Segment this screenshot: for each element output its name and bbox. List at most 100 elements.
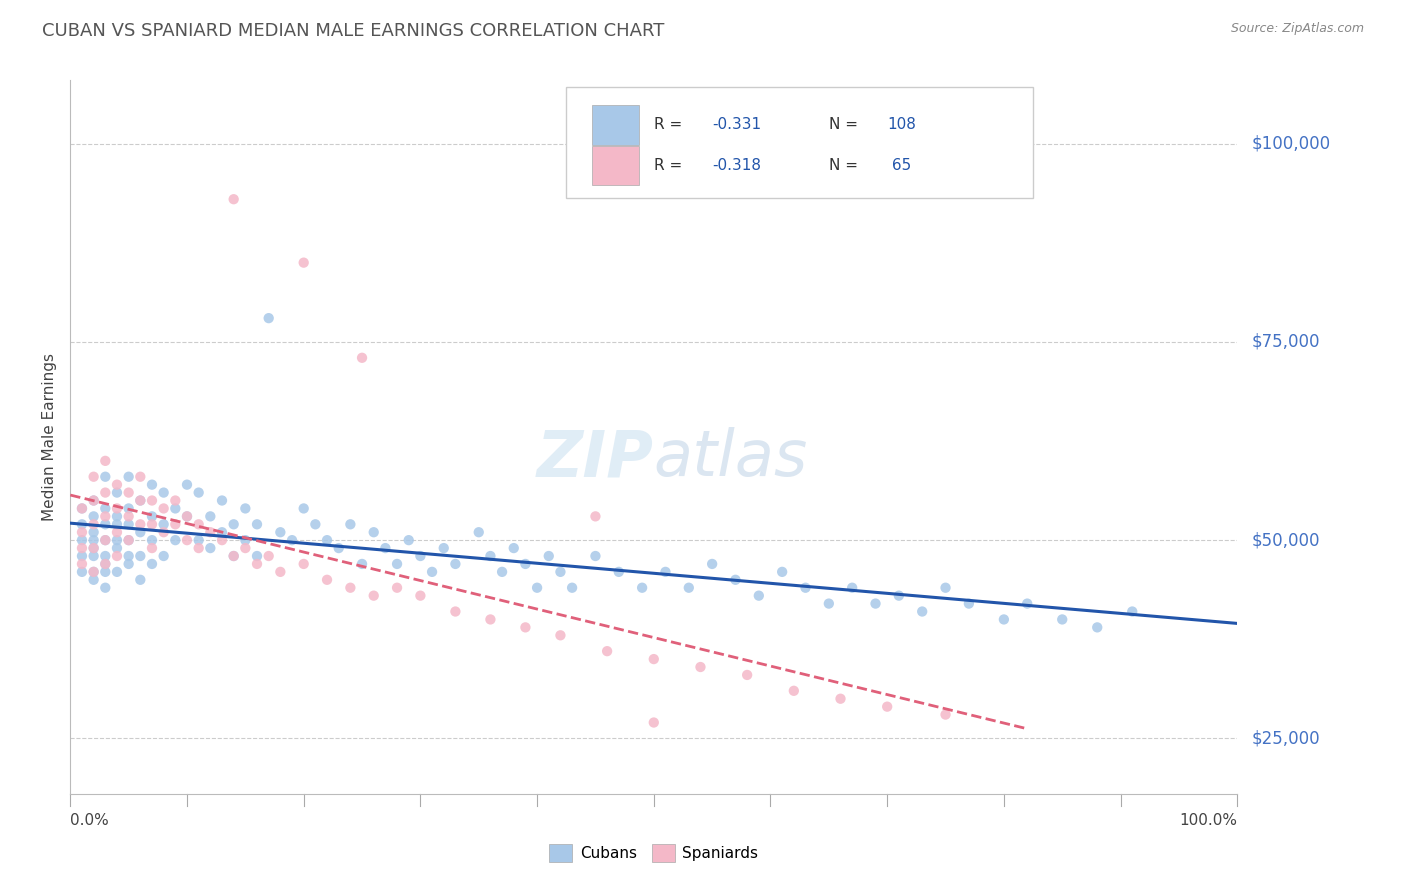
FancyBboxPatch shape	[592, 105, 638, 145]
Point	[129, 469, 152, 483]
Point	[94, 549, 117, 563]
FancyBboxPatch shape	[592, 146, 638, 186]
Point	[94, 533, 117, 548]
Point	[94, 517, 117, 532]
Point	[141, 533, 163, 548]
Point	[70, 501, 93, 516]
Point	[152, 501, 174, 516]
Point	[585, 549, 607, 563]
Point	[526, 581, 548, 595]
Point	[269, 525, 291, 540]
Text: $100,000: $100,000	[1251, 135, 1330, 153]
Point	[233, 533, 256, 548]
Point	[94, 581, 117, 595]
Point	[187, 485, 209, 500]
Point	[957, 597, 980, 611]
Point	[304, 517, 326, 532]
Point	[70, 517, 93, 532]
Text: 108: 108	[887, 117, 917, 132]
Point	[233, 541, 256, 555]
Point	[94, 501, 117, 516]
Point	[1017, 597, 1039, 611]
Point	[118, 517, 141, 532]
Point	[70, 565, 93, 579]
Legend: Cubans, Spaniards: Cubans, Spaniards	[543, 838, 765, 868]
Point	[876, 699, 898, 714]
Text: 0.0%: 0.0%	[70, 814, 110, 828]
Point	[94, 469, 117, 483]
Text: R =: R =	[654, 158, 688, 173]
Point	[607, 565, 630, 579]
Point	[83, 565, 105, 579]
Point	[83, 565, 105, 579]
Point	[374, 541, 396, 555]
Point	[187, 541, 209, 555]
Point	[94, 557, 117, 571]
Point	[200, 525, 222, 540]
Point	[152, 525, 174, 540]
Point	[141, 517, 163, 532]
Point	[398, 533, 420, 548]
Point	[409, 549, 432, 563]
Point	[70, 549, 93, 563]
Text: $50,000: $50,000	[1251, 531, 1320, 549]
Point	[631, 581, 654, 595]
Point	[491, 565, 513, 579]
Point	[118, 557, 141, 571]
Point	[70, 501, 93, 516]
Point	[105, 565, 128, 579]
Point	[94, 454, 117, 468]
Text: ZIP: ZIP	[537, 427, 654, 490]
Point	[1050, 612, 1074, 626]
Point	[152, 549, 174, 563]
Point	[585, 509, 607, 524]
Point	[222, 517, 245, 532]
Point	[643, 652, 665, 666]
Point	[176, 509, 198, 524]
Point	[105, 477, 128, 491]
Point	[328, 541, 350, 555]
Point	[105, 549, 128, 563]
Point	[118, 533, 141, 548]
Point	[363, 525, 385, 540]
Point	[141, 541, 163, 555]
Point	[292, 255, 315, 269]
Point	[702, 557, 724, 571]
Point	[118, 469, 141, 483]
Point	[129, 573, 152, 587]
Text: $25,000: $25,000	[1251, 730, 1320, 747]
Point	[257, 311, 280, 326]
Point	[105, 517, 128, 532]
Point	[479, 612, 502, 626]
Point	[94, 557, 117, 571]
Point	[118, 501, 141, 516]
Point	[841, 581, 863, 595]
Point	[281, 533, 304, 548]
Point	[339, 581, 361, 595]
Point	[420, 565, 443, 579]
Point	[1121, 605, 1143, 619]
Point	[118, 485, 141, 500]
Point	[537, 549, 560, 563]
Point	[561, 581, 583, 595]
Point	[269, 565, 291, 579]
Text: atlas: atlas	[654, 427, 808, 490]
Point	[865, 597, 887, 611]
Point	[70, 525, 93, 540]
Point	[887, 589, 910, 603]
Point	[748, 589, 770, 603]
Point	[257, 549, 280, 563]
Point	[70, 557, 93, 571]
Point	[911, 605, 934, 619]
Point	[352, 351, 374, 365]
Point	[550, 628, 572, 642]
Point	[316, 533, 339, 548]
Point	[105, 485, 128, 500]
Point	[129, 549, 152, 563]
Point	[129, 525, 152, 540]
Point	[770, 565, 793, 579]
Point	[735, 668, 758, 682]
Point	[246, 557, 269, 571]
Text: $75,000: $75,000	[1251, 333, 1320, 351]
Text: -0.331: -0.331	[713, 117, 761, 132]
